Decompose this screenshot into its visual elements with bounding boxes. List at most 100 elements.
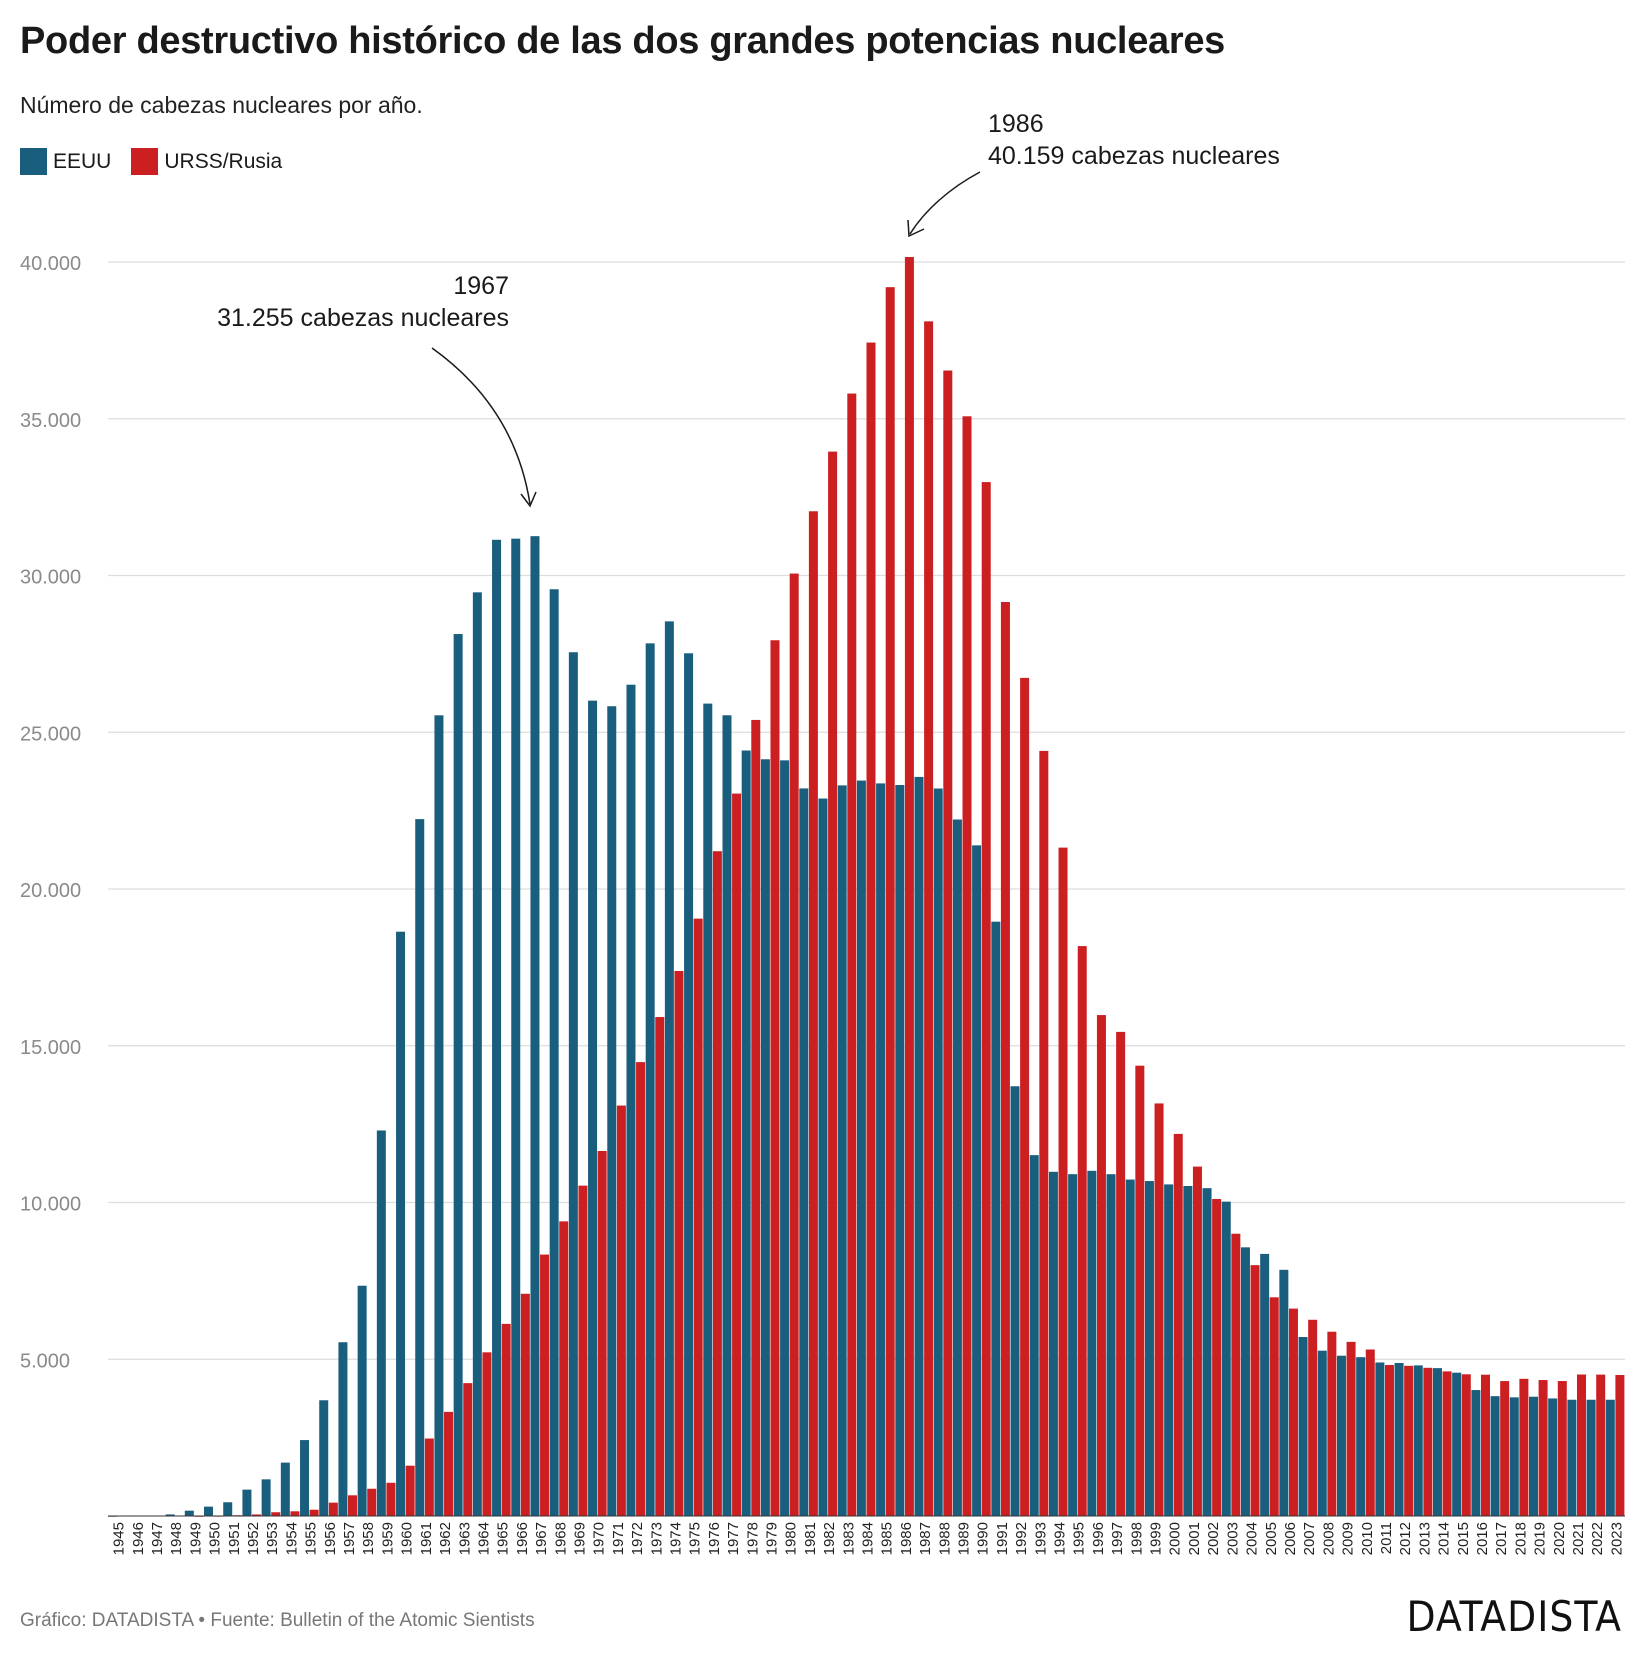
x-tick-label: 2020: [1551, 1522, 1568, 1555]
x-tick-label: 1945: [111, 1522, 128, 1555]
bar-urss-1962: [444, 1411, 454, 1516]
bar-eeuu-1973: [645, 643, 655, 1516]
x-tick-label: 1955: [303, 1522, 320, 1555]
x-tick-label: 1973: [648, 1522, 665, 1555]
bar-urss-1960: [405, 1465, 415, 1516]
bar-eeuu-1978: [741, 750, 751, 1516]
bar-urss-2010: [1365, 1349, 1375, 1516]
x-tick-label: 1985: [879, 1522, 896, 1555]
x-tick-label: 1981: [802, 1522, 819, 1555]
x-tick-label: 1980: [783, 1522, 800, 1555]
bar-eeuu-1996: [1087, 1170, 1097, 1516]
legend-swatch-ussr: [131, 148, 159, 175]
x-tick-label: 1961: [418, 1522, 435, 1555]
bar-urss-1990: [981, 482, 991, 1517]
bar-urss-1972: [636, 1062, 646, 1516]
footer-source: Gráfico: DATADISTA • Fuente: Bulletin of…: [20, 1610, 535, 1631]
bar-eeuu-2016: [1471, 1390, 1481, 1516]
bar-urss-1971: [616, 1105, 626, 1516]
bar-urss-1968: [559, 1221, 569, 1516]
x-tick-label: 2001: [1186, 1522, 1203, 1555]
bar-eeuu-1948: [165, 1514, 175, 1516]
brand-logo: DATADISTA: [1406, 1592, 1622, 1641]
x-tick-label: 1966: [514, 1522, 531, 1555]
annotation-ussr-arrowhead: [907, 219, 925, 238]
y-tick-label: 30.000: [20, 567, 81, 589]
bar-eeuu-1993: [1029, 1155, 1039, 1516]
x-tick-label: 1967: [533, 1522, 550, 1555]
bar-urss-1988: [943, 370, 953, 1516]
annotation-us-arrowhead: [520, 491, 537, 508]
bar-urss-2003: [1231, 1233, 1241, 1516]
bar-eeuu-1969: [568, 652, 578, 1516]
bar-urss-2015: [1461, 1374, 1471, 1516]
x-tick-label: 1992: [1013, 1522, 1030, 1555]
x-tick-label: 2003: [1224, 1522, 1241, 1555]
bar-urss-1992: [1020, 677, 1030, 1516]
bar-urss-1978: [751, 719, 761, 1516]
bar-urss-1986: [904, 257, 914, 1516]
bar-eeuu-1972: [626, 684, 636, 1516]
bar-eeuu-1963: [453, 634, 463, 1516]
bar-urss-1989: [962, 416, 972, 1516]
bar-eeuu-1974: [664, 621, 674, 1516]
x-tick-label: 1969: [571, 1522, 588, 1555]
x-tick-label: 1995: [1071, 1522, 1088, 1555]
bar-eeuu-1962: [434, 715, 444, 1516]
bar-urss-2022: [1596, 1374, 1606, 1516]
annotation-ussr-arrow: [909, 171, 981, 235]
bar-urss-2013: [1423, 1367, 1433, 1516]
bar-eeuu-2004: [1240, 1247, 1250, 1516]
bar-eeuu-2001: [1183, 1186, 1193, 1516]
bar-eeuu-1991: [991, 921, 1001, 1516]
bar-urss-1955: [309, 1509, 319, 1516]
bar-eeuu-1975: [684, 653, 694, 1516]
legend: EEUU URSS/Rusia: [20, 148, 302, 175]
x-tick-label: 1986: [898, 1522, 915, 1555]
x-tick-label: 1974: [667, 1522, 684, 1555]
x-tick-label: 2004: [1244, 1522, 1261, 1555]
y-axis-labels: 5.000 10.000 15.000 20.000 25.000 30.000 35.00…: [20, 253, 81, 1372]
x-tick-label: 2018: [1512, 1522, 1529, 1555]
x-tick-label: 1979: [763, 1522, 780, 1555]
x-tick-label: 2000: [1167, 1522, 1184, 1555]
x-tick-label: 1991: [994, 1522, 1011, 1555]
bar-eeuu-1982: [818, 798, 828, 1516]
x-tick-label: 2006: [1282, 1522, 1299, 1555]
bar-urss-1993: [1039, 750, 1049, 1516]
bar-eeuu-1970: [588, 700, 598, 1516]
x-tick-label: 2023: [1608, 1522, 1625, 1555]
bar-urss-1984: [866, 342, 876, 1516]
bar-urss-2000: [1173, 1133, 1183, 1516]
bar-eeuu-1987: [914, 776, 924, 1516]
y-tick-label: 10.000: [20, 1194, 81, 1216]
bar-eeuu-1955: [300, 1440, 310, 1516]
bar-eeuu-2014: [1432, 1368, 1442, 1516]
bar-urss-2009: [1346, 1341, 1356, 1516]
bar-eeuu-1989: [952, 819, 962, 1516]
bar-eeuu-1967: [530, 536, 540, 1516]
x-tick-label: 2012: [1397, 1522, 1414, 1555]
bar-urss-1964: [482, 1352, 492, 1516]
x-tick-label: 2015: [1455, 1522, 1472, 1555]
x-tick-label: 2009: [1340, 1522, 1357, 1555]
x-tick-label: 2005: [1263, 1522, 1280, 1555]
x-tick-label: 1958: [360, 1522, 377, 1555]
bar-eeuu-1959: [376, 1130, 386, 1516]
bar-urss-1966: [520, 1293, 530, 1516]
bar-eeuu-2022: [1586, 1399, 1596, 1516]
x-tick-label: 1972: [629, 1522, 646, 1555]
bar-eeuu-2017: [1490, 1396, 1500, 1516]
x-tick-label: 1947: [149, 1522, 166, 1555]
x-tick-label: 1964: [475, 1522, 492, 1555]
x-tick-label: 1990: [975, 1522, 992, 1555]
x-tick-label: 1950: [207, 1522, 224, 1555]
x-tick-label: 1983: [840, 1522, 857, 1555]
x-tick-label: 1951: [226, 1522, 243, 1555]
x-tick-label: 1960: [399, 1522, 416, 1555]
bar-eeuu-2023: [1605, 1399, 1615, 1516]
bar-eeuu-2008: [1317, 1350, 1327, 1516]
bar-urss-2004: [1250, 1265, 1260, 1516]
x-tick-label: 1953: [264, 1522, 281, 1555]
bar-eeuu-2007: [1298, 1337, 1308, 1516]
